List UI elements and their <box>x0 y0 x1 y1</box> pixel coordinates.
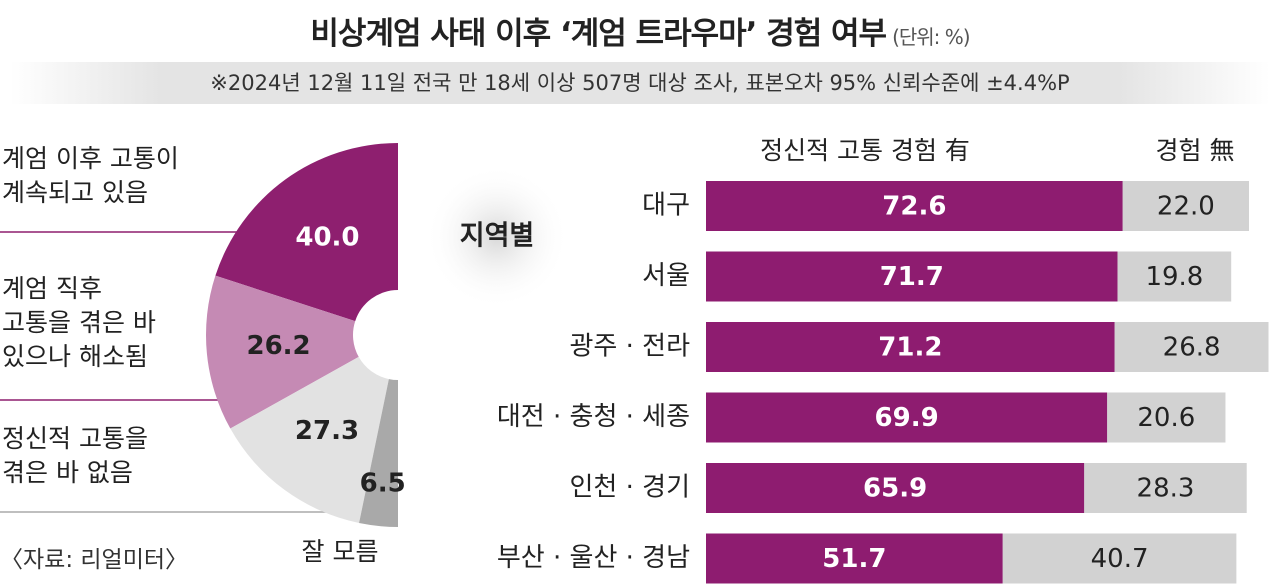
bar-segment <box>1114 322 1269 372</box>
category-label: 계엄 직후 고통을 겪은 바 있으나 해소됨 <box>2 274 156 371</box>
bar-value-label: 51.7 <box>822 544 886 574</box>
bar-segment <box>1107 392 1226 443</box>
slice-value-label: 27.3 <box>295 416 359 446</box>
category-label: 인천 · 경기 <box>570 473 690 503</box>
category-label: 잘 모름 <box>302 537 379 566</box>
decoration-glow <box>425 165 569 309</box>
title-text: 비상계엄 사태 이후 ‘계엄 트라우마’ 경험 여부 <box>310 16 887 52</box>
bar-segment <box>706 463 1085 513</box>
unit: (단위: %) <box>892 25 971 49</box>
category-label: 서울 <box>642 261 690 291</box>
note: ※2024년 12월 11일 전국 만 18세 이상 507명 대상 조사, 표… <box>10 62 1270 104</box>
pie-slice <box>230 356 389 524</box>
bar-segment <box>706 322 1115 372</box>
bar-segment <box>1122 181 1250 231</box>
bar-segment <box>1002 533 1237 584</box>
slice-value-label: 6.5 <box>360 469 406 499</box>
bar-segment <box>706 181 1123 231</box>
category-label: 대전 · 충청 · 세종 <box>497 402 690 432</box>
bar-value-label: 22.0 <box>1157 192 1215 222</box>
legend-label: 경험 無 <box>1156 136 1235 165</box>
bar-value-label: 71.2 <box>878 333 942 363</box>
bar-value-label: 72.6 <box>882 192 946 222</box>
bar-segment <box>1117 251 1232 302</box>
source: 〈자료: 리얼미터〉 <box>0 547 189 573</box>
pie-slice <box>359 379 398 527</box>
slice-value-label: 26.2 <box>246 331 310 361</box>
category-label: 부산 · 울산 · 경남 <box>497 543 690 573</box>
bar-value-label: 40.7 <box>1091 544 1149 574</box>
bar-value-label: 19.8 <box>1145 262 1203 292</box>
pie-slice <box>206 275 359 429</box>
bar-value-label: 71.7 <box>880 262 944 292</box>
category-label: 대구 <box>642 191 690 221</box>
bar-value-label: 69.9 <box>875 403 939 433</box>
bar-segment <box>706 251 1118 302</box>
bar-value-label: 26.8 <box>1163 333 1221 363</box>
bar-segment <box>706 392 1108 443</box>
bar-segment <box>706 533 1003 584</box>
bar-value-label: 20.6 <box>1137 403 1195 433</box>
bar-value-label: 65.9 <box>863 474 927 504</box>
pie-slice <box>215 143 398 322</box>
bar-segment <box>1084 463 1247 513</box>
category-label: 광주 · 전라 <box>570 332 691 362</box>
category-label: 정신적 고통을 겪은 바 없음 <box>2 424 148 487</box>
title: 비상계엄 사태 이후 ‘계엄 트라우마’ 경험 여부 (단위: %) <box>0 8 1280 53</box>
group-title: 지역별 <box>460 221 535 252</box>
bar-value-label: 28.3 <box>1137 474 1195 504</box>
category-label: 계엄 이후 고통이 계속되고 있음 <box>2 144 179 207</box>
slice-value-label: 40.0 <box>295 222 359 252</box>
legend-label: 정신적 고통 경험 有 <box>760 136 970 165</box>
